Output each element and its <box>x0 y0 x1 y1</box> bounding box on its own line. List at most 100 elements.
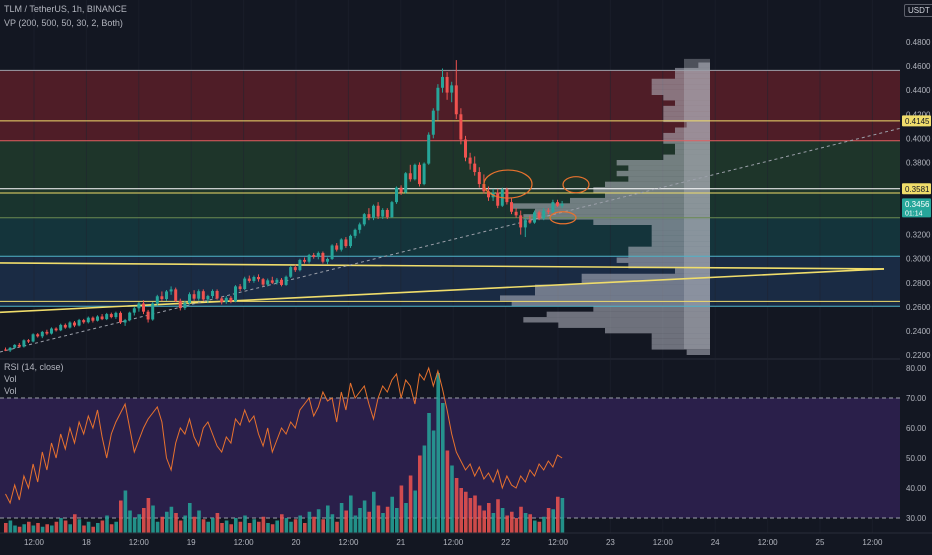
volume-bar[interactable] <box>123 490 128 534</box>
volume-bar[interactable] <box>206 521 210 533</box>
volume-bar[interactable] <box>551 509 555 533</box>
volume-bar[interactable] <box>50 525 54 534</box>
candle-body[interactable] <box>477 172 481 185</box>
candle-body[interactable] <box>367 214 371 218</box>
time-axis-label[interactable]: 12:00 <box>653 538 674 547</box>
candle-body[interactable] <box>211 290 214 297</box>
volume-bar[interactable] <box>510 511 514 533</box>
volume-bar[interactable] <box>422 445 427 534</box>
volume-bar[interactable] <box>183 515 187 534</box>
candle-body[interactable] <box>45 331 49 334</box>
candle-body[interactable] <box>454 85 458 115</box>
volume-bar[interactable] <box>13 525 17 534</box>
candle-body[interactable] <box>510 202 513 212</box>
volume-bar[interactable] <box>96 523 100 533</box>
candle-body[interactable] <box>395 187 398 203</box>
volume-bar[interactable] <box>450 465 454 534</box>
candle-body[interactable] <box>73 322 76 326</box>
rsi-axis-label[interactable]: 30.00 <box>906 514 927 523</box>
price-axis-label[interactable]: 0.4000 <box>906 134 931 143</box>
candle-body[interactable] <box>137 303 141 309</box>
vp-legend[interactable]: VP (200, 500, 50, 30, 2, Both) <box>4 18 123 28</box>
vol-legend-1[interactable]: Vol <box>4 374 17 384</box>
volume-bar[interactable] <box>68 524 72 533</box>
candle-body[interactable] <box>188 294 191 303</box>
candle-body[interactable] <box>468 157 472 164</box>
candle-body[interactable] <box>206 296 210 300</box>
lower-triangle-edge-line[interactable] <box>0 268 885 314</box>
rsi-axis-label[interactable]: 60.00 <box>906 424 927 433</box>
volume-bar[interactable] <box>321 519 325 533</box>
time-axis-label[interactable]: 12:00 <box>758 538 779 547</box>
volume-bar[interactable] <box>192 516 197 533</box>
volume-bar[interactable] <box>229 524 233 533</box>
candle-body[interactable] <box>519 215 523 228</box>
time-axis-label[interactable]: 12:00 <box>862 538 883 547</box>
candle-body[interactable] <box>169 289 173 292</box>
price-label-box-0[interactable] <box>902 115 931 127</box>
volume-bar[interactable] <box>408 475 413 534</box>
price-zone-2[interactable] <box>0 192 900 218</box>
volume-bar[interactable] <box>533 520 537 534</box>
vol-legend-2[interactable]: Vol <box>4 386 17 396</box>
volume-bar[interactable] <box>114 521 118 533</box>
candle-body[interactable] <box>349 235 352 247</box>
volume-bar[interactable] <box>376 505 381 534</box>
candle-body[interactable] <box>376 205 380 217</box>
candle-body[interactable] <box>459 114 463 140</box>
volume-bar[interactable] <box>339 503 344 533</box>
volume-bar[interactable] <box>201 519 206 533</box>
time-axis-label[interactable]: 12:00 <box>129 538 150 547</box>
candle-body[interactable] <box>252 277 256 281</box>
candle-body[interactable] <box>464 139 467 158</box>
volume-bar[interactable] <box>22 524 26 533</box>
volume-bar[interactable] <box>500 508 505 533</box>
volume-bar[interactable] <box>211 518 215 533</box>
candle-body[interactable] <box>96 316 99 321</box>
symbol-legend[interactable]: TLM / TetherUS, 1h, BINANCE <box>4 4 127 14</box>
candle-body[interactable] <box>385 209 389 218</box>
volume-bar[interactable] <box>59 518 63 533</box>
volume-bar[interactable] <box>395 508 399 533</box>
candle-body[interactable] <box>174 289 178 301</box>
candle-body[interactable] <box>86 317 90 323</box>
volume-bar[interactable] <box>487 503 491 533</box>
volume-bar[interactable] <box>556 496 560 533</box>
volume-bar[interactable] <box>284 518 289 533</box>
candle-body[interactable] <box>436 87 440 111</box>
candle-body[interactable] <box>105 314 109 320</box>
candle-body[interactable] <box>142 303 145 312</box>
candle-body[interactable] <box>146 311 150 320</box>
candle-body[interactable] <box>201 291 205 300</box>
time-axis-label[interactable]: 18 <box>82 538 91 547</box>
volume-bar[interactable] <box>266 523 270 533</box>
candle-body[interactable] <box>36 334 40 337</box>
volume-bar[interactable] <box>519 506 523 533</box>
price-label-text-1[interactable]: 0.3581 <box>905 185 930 194</box>
volume-bar[interactable] <box>491 513 496 533</box>
volume-bar[interactable] <box>165 511 169 533</box>
candle-body[interactable] <box>404 173 408 193</box>
upper-triangle-edge-line[interactable] <box>0 262 885 270</box>
volume-bar[interactable] <box>220 523 224 533</box>
candle-body[interactable] <box>413 164 417 180</box>
candle-body[interactable] <box>528 220 532 223</box>
candle-body[interactable] <box>418 164 421 185</box>
candle-body[interactable] <box>298 259 302 271</box>
time-axis-label[interactable]: 12:00 <box>24 538 45 547</box>
volume-bar[interactable] <box>349 495 353 534</box>
candle-body[interactable] <box>128 312 132 321</box>
price-label-text-2[interactable]: 0.3456 <box>905 200 930 209</box>
candle-body[interactable] <box>270 280 274 283</box>
volume-bar[interactable] <box>496 499 500 533</box>
candle-body[interactable] <box>399 187 403 193</box>
volume-bar[interactable] <box>146 498 151 533</box>
candle-body[interactable] <box>358 224 362 230</box>
price-label-box-2[interactable] <box>902 198 931 218</box>
candle-body[interactable] <box>178 300 182 309</box>
volume-bar[interactable] <box>105 515 109 534</box>
candle-body[interactable] <box>556 202 559 206</box>
candle-body[interactable] <box>8 347 12 351</box>
dotted-trend-line[interactable] <box>0 120 931 353</box>
